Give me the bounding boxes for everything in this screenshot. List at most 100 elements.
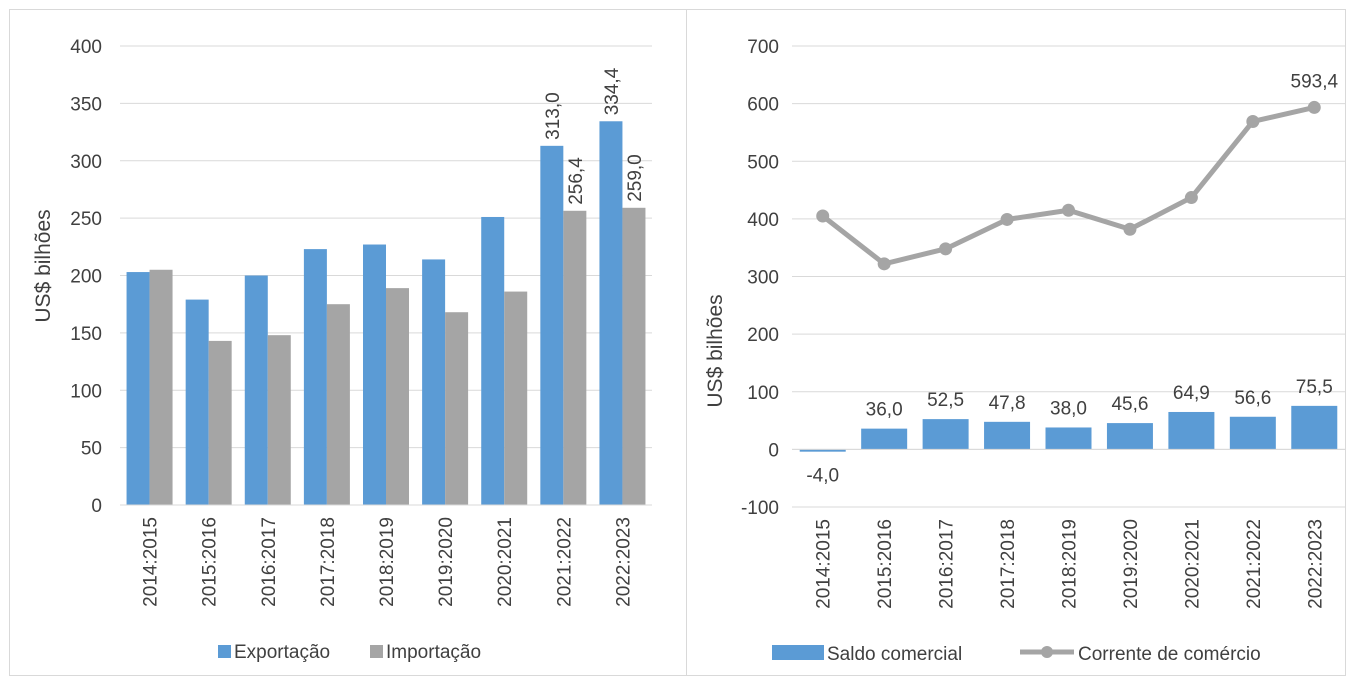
right-legend: Saldo comercial Corrente de comércio [772, 644, 1261, 665]
legend-label-importacao: Importação [386, 642, 481, 663]
data-label: 334,4 [602, 67, 623, 115]
bar-exportação [481, 216, 505, 506]
x-tick-label: 2019:2020 [436, 517, 457, 607]
y-tick-label: 400 [70, 37, 102, 58]
line-point [939, 242, 953, 256]
line-point [1000, 212, 1014, 226]
y-tick-label: 700 [747, 37, 779, 58]
data-label: -4,0 [806, 465, 839, 486]
figure-border [9, 9, 1346, 676]
bar-exportação [126, 272, 150, 505]
bar-exportação [363, 244, 386, 505]
x-tick-label: 2020:2021 [495, 517, 516, 607]
data-label: 259,0 [625, 154, 646, 202]
y-tick-label: 100 [747, 383, 779, 404]
legend-label-corrente: Corrente de comércio [1078, 644, 1261, 665]
bar-importação [445, 312, 469, 505]
x-tick-label: 2016:2017 [937, 519, 958, 609]
right-y-tick-labels: -100 0 100 200 300 400 500 600 700 [741, 37, 779, 519]
bar-saldo-comercial [922, 419, 969, 450]
y-tick-label: 150 [70, 324, 102, 345]
y-tick-label: 300 [70, 152, 102, 173]
x-tick-label: 2019:2020 [1121, 519, 1142, 609]
legend-swatch-importacao [370, 645, 383, 658]
bar-importação [386, 288, 409, 505]
data-label: 36,0 [866, 400, 903, 421]
bar-saldo-comercial [1291, 405, 1338, 450]
bar-exportação [185, 299, 209, 505]
line-point [1123, 222, 1137, 236]
data-label: 56,6 [1234, 388, 1271, 409]
x-tick-label: 2018:2019 [377, 517, 398, 607]
right-bars [799, 405, 1338, 452]
bar-exportação [422, 259, 446, 505]
x-tick-label: 2021:2022 [554, 517, 575, 607]
y-tick-label: 0 [91, 496, 102, 517]
data-label: 75,5 [1296, 377, 1333, 398]
y-tick-label: 200 [70, 267, 102, 288]
legend-marker-corrente [1041, 646, 1053, 658]
y-tick-label: 100 [70, 381, 102, 402]
data-label: 64,9 [1173, 383, 1210, 404]
left-legend: Exportação Importação [218, 642, 481, 663]
x-tick-label: 2020:2021 [1182, 519, 1203, 609]
x-tick-label: 2021:2022 [1244, 519, 1265, 609]
y-tick-label: -100 [741, 498, 779, 519]
y-tick-label: 200 [747, 325, 779, 346]
x-tick-label: 2017:2018 [318, 517, 339, 607]
legend-label-exportacao: Exportação [234, 642, 330, 663]
bar-saldo-comercial [1106, 423, 1153, 450]
left-y-tick-labels: 0 50 100 150 200 250 300 350 400 [70, 37, 102, 517]
line-point [1184, 191, 1198, 205]
right-line-series [816, 100, 1321, 271]
bar-saldo-comercial [799, 449, 846, 452]
bar-saldo-comercial [1045, 427, 1092, 450]
bar-importação [504, 291, 528, 505]
bar-importação [326, 304, 350, 505]
data-label: 45,6 [1111, 394, 1148, 415]
y-tick-label: 600 [747, 95, 779, 116]
y-tick-label: 300 [747, 268, 779, 289]
chart-exportacao-importacao: 0 50 100 150 200 250 300 350 400 2014:2015 2015:2… [32, 37, 652, 663]
line-point [1307, 100, 1321, 114]
data-label: 313,0 [543, 92, 564, 140]
legend-label-saldo: Saldo comercial [827, 644, 962, 665]
y-tick-label: 0 [768, 440, 779, 461]
bar-importação [149, 269, 173, 505]
x-tick-label: 2015:2016 [200, 517, 221, 607]
left-x-tick-labels: 2014:2015 2015:2016 2016:2017 2017:2018 2018… [141, 517, 635, 607]
bar-saldo-comercial [1168, 411, 1215, 450]
bar-importação [267, 335, 291, 505]
line-point [816, 209, 830, 223]
bar-exportação [244, 275, 268, 505]
bar-importação [563, 210, 587, 505]
legend-swatch-exportacao [218, 645, 231, 658]
y-tick-label: 400 [747, 210, 779, 231]
bar-importação [622, 207, 646, 506]
x-tick-label: 2017:2018 [998, 519, 1019, 609]
data-label: 47,8 [989, 393, 1026, 414]
x-tick-label: 2022:2023 [613, 517, 634, 607]
right-data-labels: -4,0 36,0 52,5 47,8 38,0 45,6 64,9 56,6 75,5 593,… [806, 71, 1338, 486]
bar-saldo-comercial [861, 428, 908, 450]
bar-exportação [303, 249, 327, 505]
x-tick-label: 2014:2015 [141, 517, 162, 607]
line-point [1246, 114, 1260, 128]
left-bars [126, 121, 646, 506]
y-tick-label: 250 [70, 209, 102, 230]
x-tick-label: 2018:2019 [1060, 519, 1081, 609]
data-label: 38,0 [1050, 398, 1087, 419]
x-tick-label: 2016:2017 [259, 517, 280, 607]
line-point [877, 257, 891, 271]
data-label: 256,4 [566, 157, 587, 205]
legend-swatch-saldo [772, 645, 824, 660]
x-tick-label: 2014:2015 [814, 519, 835, 609]
y-tick-label: 50 [81, 439, 102, 460]
y-tick-label: 350 [70, 94, 102, 115]
right-y-axis-label: US$ bilhões [704, 294, 727, 407]
chart-saldo-corrente: -100 0 100 200 300 400 500 600 700 2014:2015 2015… [704, 37, 1345, 665]
left-y-axis-label: US$ bilhões [32, 209, 55, 322]
y-tick-label: 500 [747, 152, 779, 173]
bar-saldo-comercial [984, 421, 1031, 450]
